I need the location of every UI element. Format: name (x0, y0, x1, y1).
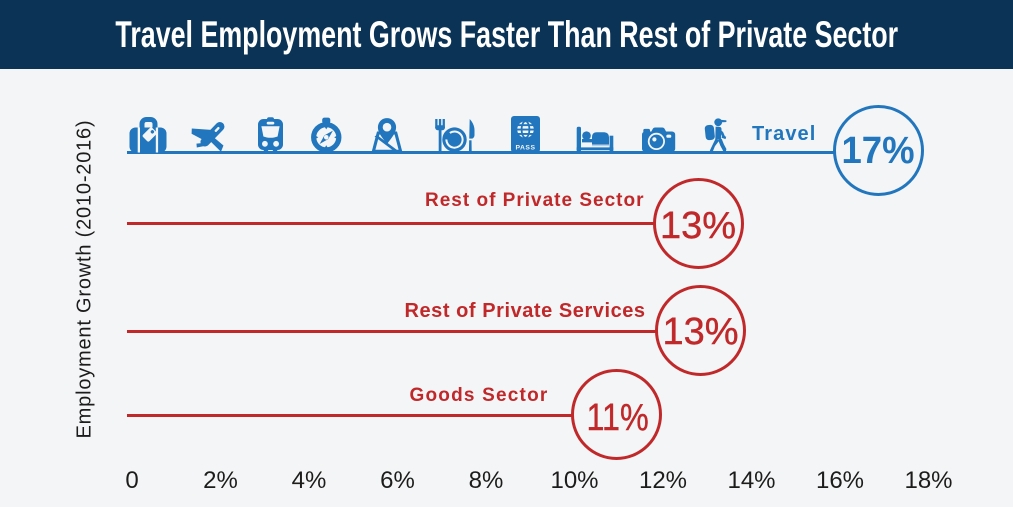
svg-text:PASS: PASS (515, 145, 535, 152)
